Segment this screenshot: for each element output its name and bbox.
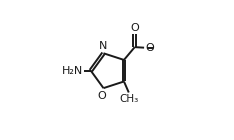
Text: CH₃: CH₃ [120, 94, 139, 104]
Text: N: N [99, 41, 108, 51]
Text: O: O [97, 90, 106, 101]
Text: O: O [145, 43, 154, 53]
Text: H₂N: H₂N [62, 66, 84, 76]
Text: O: O [130, 23, 139, 33]
